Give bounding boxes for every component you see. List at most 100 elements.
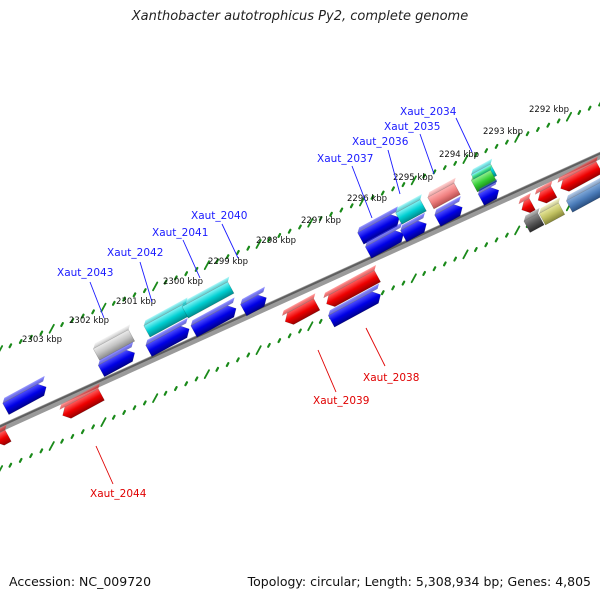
ruler-tick	[565, 111, 573, 122]
ruler-tick	[525, 131, 530, 137]
gene-block	[190, 297, 237, 338]
gene-block	[92, 324, 136, 361]
ruler-tick	[203, 260, 210, 271]
genome-summary: Topology: circular; Length: 5,308,934 bp…	[247, 574, 591, 589]
ruler-tick	[142, 400, 147, 406]
callout-line	[89, 281, 105, 319]
scale-label: 2293 kbp	[483, 127, 523, 137]
gene-label-forward: Xaut_2042	[107, 247, 163, 259]
ruler-tick	[410, 273, 417, 284]
callout-line	[419, 133, 435, 175]
scale-label: 2296 kbp	[347, 194, 387, 204]
ruler-tick	[100, 302, 107, 313]
ruler-tick	[39, 448, 44, 454]
ruler-tick	[307, 321, 314, 332]
ruler-tick	[287, 333, 292, 339]
gene-label-reverse: Xaut_2044	[90, 488, 147, 500]
gene-block	[59, 383, 105, 419]
callout-line	[221, 223, 239, 259]
callout-line	[317, 349, 337, 393]
callout-line	[182, 239, 201, 279]
ruler-tick	[246, 352, 251, 358]
ruler-tick	[39, 330, 44, 336]
ruler-tick	[60, 322, 64, 328]
scale-label: 2301 kbp	[116, 297, 156, 307]
ruler-tick	[380, 190, 385, 196]
ruler-tick	[236, 249, 240, 255]
gene-block	[400, 212, 427, 243]
scale-label: 2300 kbp	[163, 277, 203, 287]
ruler-tick	[453, 256, 458, 262]
ruler-tick	[349, 203, 354, 209]
ruler-tick	[422, 270, 427, 276]
ruler-tick	[48, 441, 55, 451]
ruler-tick	[391, 285, 395, 291]
ruler-tick	[236, 357, 240, 363]
gene-callouts: Xaut_2034 Xaut_2035 Xaut_2036 Xaut_2037 Xaut…	[57, 106, 473, 500]
ruler-tick	[505, 139, 509, 145]
scale-label: 2302 kbp	[69, 316, 109, 326]
ruler-tick	[577, 109, 582, 115]
ruler-tick	[184, 381, 189, 387]
ruler-tick	[505, 232, 509, 238]
ruler-tick	[60, 438, 64, 444]
gene-block	[323, 265, 381, 307]
gene-block	[181, 276, 235, 319]
ruler-tick	[203, 369, 210, 379]
ruler-tick	[29, 334, 33, 340]
ruler-tick	[100, 417, 107, 427]
gene-block	[565, 176, 600, 213]
ruler-tick	[307, 217, 314, 228]
ruler-tick	[91, 309, 95, 315]
ruler-tick	[432, 266, 437, 272]
callout-line	[387, 149, 401, 195]
gene-block	[282, 293, 321, 325]
ruler-tick	[318, 216, 323, 222]
ruler-tick	[215, 366, 220, 372]
ruler-tick	[298, 224, 302, 230]
gene-block	[427, 177, 461, 210]
scale-label: 2303 kbp	[22, 335, 62, 345]
gene-block	[477, 179, 500, 206]
ruler-tick	[0, 345, 4, 352]
ruler-tick	[255, 239, 262, 249]
scale-label: 2294 kbp	[439, 150, 479, 160]
gene-block	[327, 283, 381, 328]
gene-features	[0, 156, 600, 446]
ruler-tick	[277, 232, 282, 238]
scale-labels: 2292 kbp 2293 kbp 2294 kbp 2295 kbp 2296 kbp…	[22, 105, 569, 345]
callout-line	[139, 261, 153, 303]
ruler-tick	[122, 296, 127, 302]
scale-ruler-outer	[0, 101, 600, 352]
scale-label: 2298 kbp	[256, 236, 296, 246]
ruler-tick	[132, 292, 137, 298]
ruler-tick	[111, 300, 116, 306]
scale-ruler-inner	[0, 189, 600, 472]
callout-line	[365, 327, 386, 367]
ruler-tick	[142, 288, 147, 294]
ruler-tick	[598, 101, 600, 107]
ruler-tick	[48, 323, 55, 334]
gene-block	[538, 197, 566, 226]
ruler-tick	[462, 249, 469, 260]
ruler-tick	[184, 271, 189, 277]
ruler-tick	[318, 318, 323, 324]
gene-label-forward: Xaut_2040	[191, 210, 247, 222]
gene-label-reverse: Xaut_2039	[313, 395, 369, 407]
gene-label-forward: Xaut_2043	[57, 267, 113, 279]
ruler-tick	[194, 376, 199, 382]
gene-block	[0, 424, 12, 446]
ruler-tick	[18, 457, 23, 463]
ruler-tick	[370, 194, 375, 200]
ruler-tick	[484, 242, 489, 248]
ruler-tick	[225, 254, 230, 260]
ruler-tick	[536, 126, 540, 132]
ruler-tick	[267, 237, 271, 243]
ruler-tick	[401, 280, 406, 286]
ruler-tick	[410, 175, 417, 186]
gene-block	[240, 286, 267, 317]
gene-block	[434, 196, 463, 227]
ruler-tick	[587, 105, 592, 111]
gene-label-reverse: Xaut_2038	[363, 372, 419, 384]
scale-label: 2297 kbp	[301, 216, 341, 226]
